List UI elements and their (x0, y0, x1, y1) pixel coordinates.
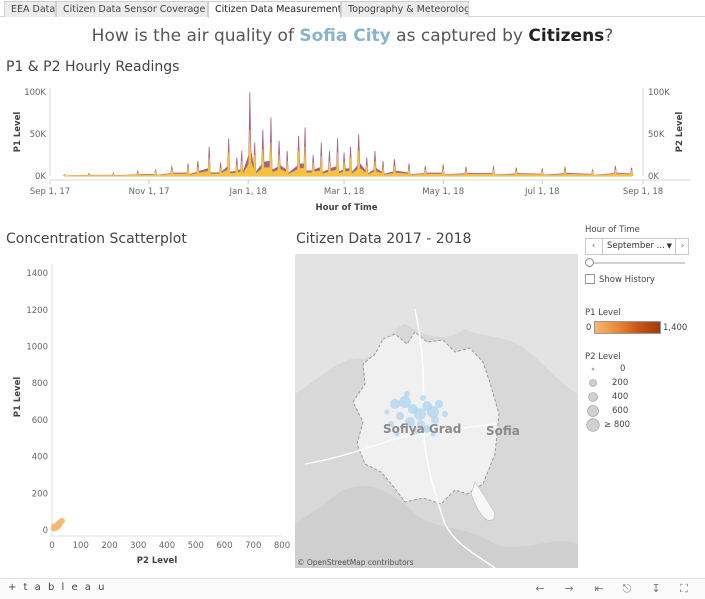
road-line (414, 308, 496, 568)
p1-legend-max: 1,400 (663, 323, 688, 333)
scatter-y-tick: 200 (32, 489, 48, 499)
hourly-x-tick: Sep 1, 17 (30, 187, 70, 197)
tab-bar: EEA Data Citizen Data Sensor Coverage ..… (0, 0, 705, 18)
hourly-x-tick: Mar 1, 18 (324, 187, 364, 197)
hourly-y-tick-right: 50K (648, 130, 665, 140)
scatter-x-tick: 300 (130, 541, 146, 551)
map-canvas (295, 254, 578, 568)
tableau-toolbar: + t a b l e a u ← → ⇤ ⎋ ↧ ⛶ (0, 578, 705, 599)
scatter-x-tick: 400 (159, 541, 175, 551)
p2-size-legend (586, 367, 600, 432)
hourly-y-tick-right: 100K (648, 88, 670, 98)
scatter-x-tick: 700 (245, 541, 261, 551)
hourly-y-tick-left: 0K (35, 172, 46, 182)
scatter-y-tick: 800 (32, 379, 48, 389)
scatter-point (51, 523, 58, 530)
tableau-logo[interactable]: + t a b l e a u (8, 582, 107, 593)
scatter-y-tick: 1400 (26, 269, 48, 279)
tab-citizen-data-measurements[interactable]: Citizen Data Measurements (208, 1, 341, 18)
scatter-x-tick: 100 (73, 541, 89, 551)
dashboard-title: How is the air quality of Sofia City as … (0, 26, 705, 46)
hourly-y-tick-left: 50K (30, 130, 47, 140)
scatter-y-tick: 1000 (26, 343, 48, 353)
dropdown-arrow-icon[interactable]: ▼ (666, 242, 672, 250)
hourly-x-tick: Sep 1, 18 (623, 187, 663, 197)
p2-size-200: 200 (612, 378, 629, 388)
title-text-1: How is the air quality of (91, 26, 300, 46)
scatter-x-tick: 600 (216, 541, 232, 551)
hourly-y-axis-title-left: P1 Level (13, 112, 23, 153)
concentration-scatterplot[interactable]: 0 200 400 600 800 1000 1200 1400 0 100 200 300 400 50… (0, 254, 292, 568)
title-city: Sofia City (299, 26, 391, 46)
scatter-y-axis-title: P1 Level (13, 377, 23, 418)
hourly-section-title: P1 & P2 Hourly Readings (6, 59, 180, 75)
title-citizens: Citizens (528, 26, 605, 46)
hour-of-time-value: September ... (607, 241, 665, 251)
scatter-x-axis-title: P2 Level (137, 556, 178, 566)
share-icon[interactable]: ⎋ (622, 582, 632, 595)
scatter-x-tick: 800 (274, 541, 290, 551)
scatter-section-title: Concentration Scatterplot (6, 231, 187, 247)
fullscreen-icon[interactable]: ⛶ (680, 582, 688, 595)
p2-size-0: 0 (620, 364, 626, 374)
hour-of-time-label: Hour of Time (585, 225, 640, 235)
hourly-y-axis-title-right: P2 Level (675, 112, 685, 153)
scatter-y-tick: 400 (32, 453, 48, 463)
undo-icon[interactable]: ← (535, 582, 545, 595)
hour-slider-handle[interactable] (585, 258, 594, 267)
show-history-checkbox[interactable] (585, 274, 595, 284)
scatter-x-tick: 200 (101, 541, 117, 551)
hourly-x-tick: Jan 1, 18 (228, 187, 266, 197)
map-attribution[interactable]: © OpenStreetMap contributors (297, 558, 414, 567)
p2-size-800: ≥ 800 (604, 420, 631, 430)
scatter-point (59, 517, 66, 524)
tab-citizen-sensor-coverage[interactable]: Citizen Data Sensor Coverage ... (56, 1, 208, 17)
title-text-3: ? (604, 26, 614, 46)
scatter-x-tick: 500 (188, 541, 204, 551)
hour-slider-track[interactable] (588, 262, 685, 264)
hourly-x-tick: Jul 1, 18 (524, 187, 560, 197)
hourly-x-tick: May 1, 18 (422, 187, 464, 197)
hourly-x-tick: Nov 1, 17 (129, 187, 170, 197)
map-label-sofia: Sofia (486, 424, 520, 438)
hour-of-time-filter[interactable]: ‹ September ... ▼ › (585, 238, 689, 255)
mountain-shade (295, 485, 578, 568)
map-section-title: Citizen Data 2017 - 2018 (296, 231, 472, 247)
scatter-point (56, 522, 63, 529)
sensor-markers (384, 391, 448, 437)
p2-size-600: 600 (612, 406, 629, 416)
hourly-x-axis-title: Hour of Time (316, 203, 378, 213)
scatter-y-tick: 1200 (26, 306, 48, 316)
hourly-y-tick-left: 100K (24, 88, 46, 98)
road-line-2 (304, 423, 496, 465)
p1-color-ramp (594, 321, 661, 334)
revert-icon[interactable]: ⇤ (594, 582, 604, 595)
p1-legend-title: P1 Level (585, 308, 621, 318)
scatter-y-tick: 600 (32, 416, 48, 426)
hourly-series-p1 (62, 92, 634, 177)
hourly-readings-chart[interactable]: 100K 100K 50K 50K 0K 0K Sep 1, 17 Nov 1, 17 Jan … (0, 80, 705, 220)
p2-legend-title: P2 Level (585, 352, 621, 362)
reservoir (470, 481, 496, 521)
chevron-left-icon[interactable]: ‹ (591, 241, 596, 251)
hour-of-time-select[interactable]: September ... ▼ (602, 239, 676, 254)
redo-icon[interactable]: → (564, 582, 574, 595)
hourly-y-tick-right: 0K (648, 172, 659, 182)
hourly-series-p2 (62, 129, 634, 177)
citizen-data-map[interactable]: Sofiya Grad Sofia © OpenStreetMap contri… (295, 254, 578, 568)
scatter-x-tick: 0 (49, 541, 54, 551)
p1-legend-min: 0 (586, 323, 592, 333)
show-history-label: Show History (599, 275, 655, 285)
scatter-y-tick: 0 (43, 526, 48, 536)
title-text-2: as captured by (390, 26, 529, 46)
download-icon[interactable]: ↧ (651, 582, 661, 595)
tab-eea-data[interactable]: EEA Data (4, 1, 56, 17)
p2-size-400: 400 (612, 392, 629, 402)
chevron-right-icon[interactable]: › (680, 241, 685, 251)
tab-topography-meteorology[interactable]: Topography & Meteorology (341, 1, 469, 17)
map-label-sofiya-grad: Sofiya Grad (383, 422, 462, 436)
sofia-grad-boundary (352, 331, 500, 505)
